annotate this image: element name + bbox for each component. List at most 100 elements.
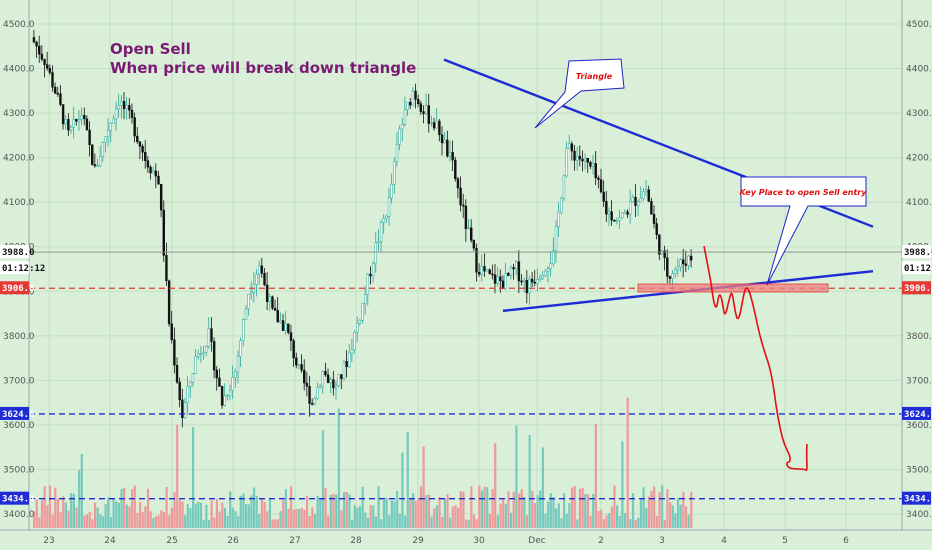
candle-body <box>419 103 423 112</box>
volume-bar <box>488 514 491 528</box>
volume-bar <box>510 512 513 528</box>
volume-bar <box>541 447 544 528</box>
candle-body <box>157 175 160 185</box>
candle-body <box>83 115 86 120</box>
candle-body <box>689 255 693 261</box>
volume-bar <box>385 497 388 528</box>
volume-bar <box>321 430 325 528</box>
candle-body <box>652 214 656 224</box>
candle-body <box>668 276 672 279</box>
candle-body <box>220 386 224 406</box>
right-tick-label: 3800.0 <box>906 332 932 342</box>
volume-bar <box>316 495 319 528</box>
candle-body <box>660 250 664 255</box>
blue-level-tag-2-bg <box>902 491 931 505</box>
volume-bar <box>245 504 248 528</box>
candle-body <box>430 122 433 124</box>
candle-body <box>96 165 99 167</box>
candle-body <box>51 72 54 88</box>
candle-body <box>218 377 221 387</box>
candle-body <box>607 211 611 215</box>
candle-body <box>305 382 309 387</box>
volume-bar <box>684 506 688 528</box>
volume-bar <box>623 512 627 528</box>
volume-bar <box>549 493 552 528</box>
candle-body <box>525 280 529 294</box>
candle-body <box>456 178 460 189</box>
candle-body <box>120 101 123 106</box>
candle-body <box>576 155 579 161</box>
volume-bar <box>390 500 393 528</box>
volume-bar <box>586 494 590 528</box>
candle-body <box>491 273 494 276</box>
volume-bar <box>610 506 613 528</box>
candle-body <box>215 369 219 379</box>
volume-bar <box>581 487 584 528</box>
blue-level-tag-1: 3624.6 <box>904 410 932 420</box>
candle-body <box>483 266 486 272</box>
blue-level-tag-2: 3434.4 <box>904 495 932 505</box>
candle-body <box>586 158 589 163</box>
candle-body <box>271 296 274 309</box>
volume-bar <box>268 497 272 528</box>
candle-body <box>589 162 592 167</box>
candle-body <box>146 160 150 168</box>
red-level-tag-bg <box>902 281 931 295</box>
triangle-callout: Triangle <box>534 58 625 129</box>
candle-body <box>197 353 200 357</box>
candle-body <box>658 234 661 255</box>
volume-bar <box>239 495 242 528</box>
volume-bar <box>382 500 385 528</box>
candle-body <box>279 320 282 323</box>
volume-bar <box>292 509 295 528</box>
volume-bar <box>210 500 213 528</box>
candle-body <box>56 92 59 95</box>
candle-body <box>432 122 436 129</box>
volume-bar <box>671 505 674 528</box>
candle-body <box>403 109 407 125</box>
candle-body <box>316 386 319 400</box>
volume-bar <box>608 513 611 528</box>
left-tick-label: 3500.0 <box>3 465 35 475</box>
candle-body <box>565 148 568 177</box>
volume-bar <box>406 431 409 528</box>
volume-bar <box>319 499 322 528</box>
candle-body <box>88 129 91 146</box>
candle-body <box>75 118 78 122</box>
candle-body <box>189 381 192 387</box>
volume-bar <box>547 501 550 528</box>
time-tick-label: 24 <box>104 536 116 546</box>
candle-body <box>684 263 688 266</box>
volume-bar <box>531 490 534 528</box>
candle-body <box>515 261 518 270</box>
volume-bar <box>597 510 600 528</box>
candle-body <box>136 135 139 142</box>
candle-body <box>109 123 112 132</box>
candle-body <box>276 310 279 323</box>
volume-bar <box>298 508 301 528</box>
grid <box>29 0 902 530</box>
candle-body <box>167 280 171 325</box>
volume-bar <box>234 511 237 528</box>
candle-body <box>379 221 383 242</box>
candle-body <box>591 163 595 167</box>
blue-level-tag-2-bg <box>0 491 29 505</box>
candle-body <box>422 111 425 114</box>
volume-bar <box>682 491 685 528</box>
candle-body <box>260 265 264 274</box>
volume-bar <box>133 485 136 528</box>
volume-bar <box>173 492 176 528</box>
candle-body <box>512 267 515 270</box>
volume-bar <box>451 506 454 528</box>
volume-bar <box>258 514 261 528</box>
volume-bar <box>419 486 423 528</box>
candle-body <box>499 276 502 282</box>
volume-bar <box>414 500 417 528</box>
volume-bar <box>417 498 420 528</box>
candle-body <box>205 346 208 353</box>
candle-body <box>390 184 393 199</box>
time-tick-label: 30 <box>473 536 485 546</box>
candle-body <box>112 118 115 124</box>
candle-body <box>599 179 603 193</box>
